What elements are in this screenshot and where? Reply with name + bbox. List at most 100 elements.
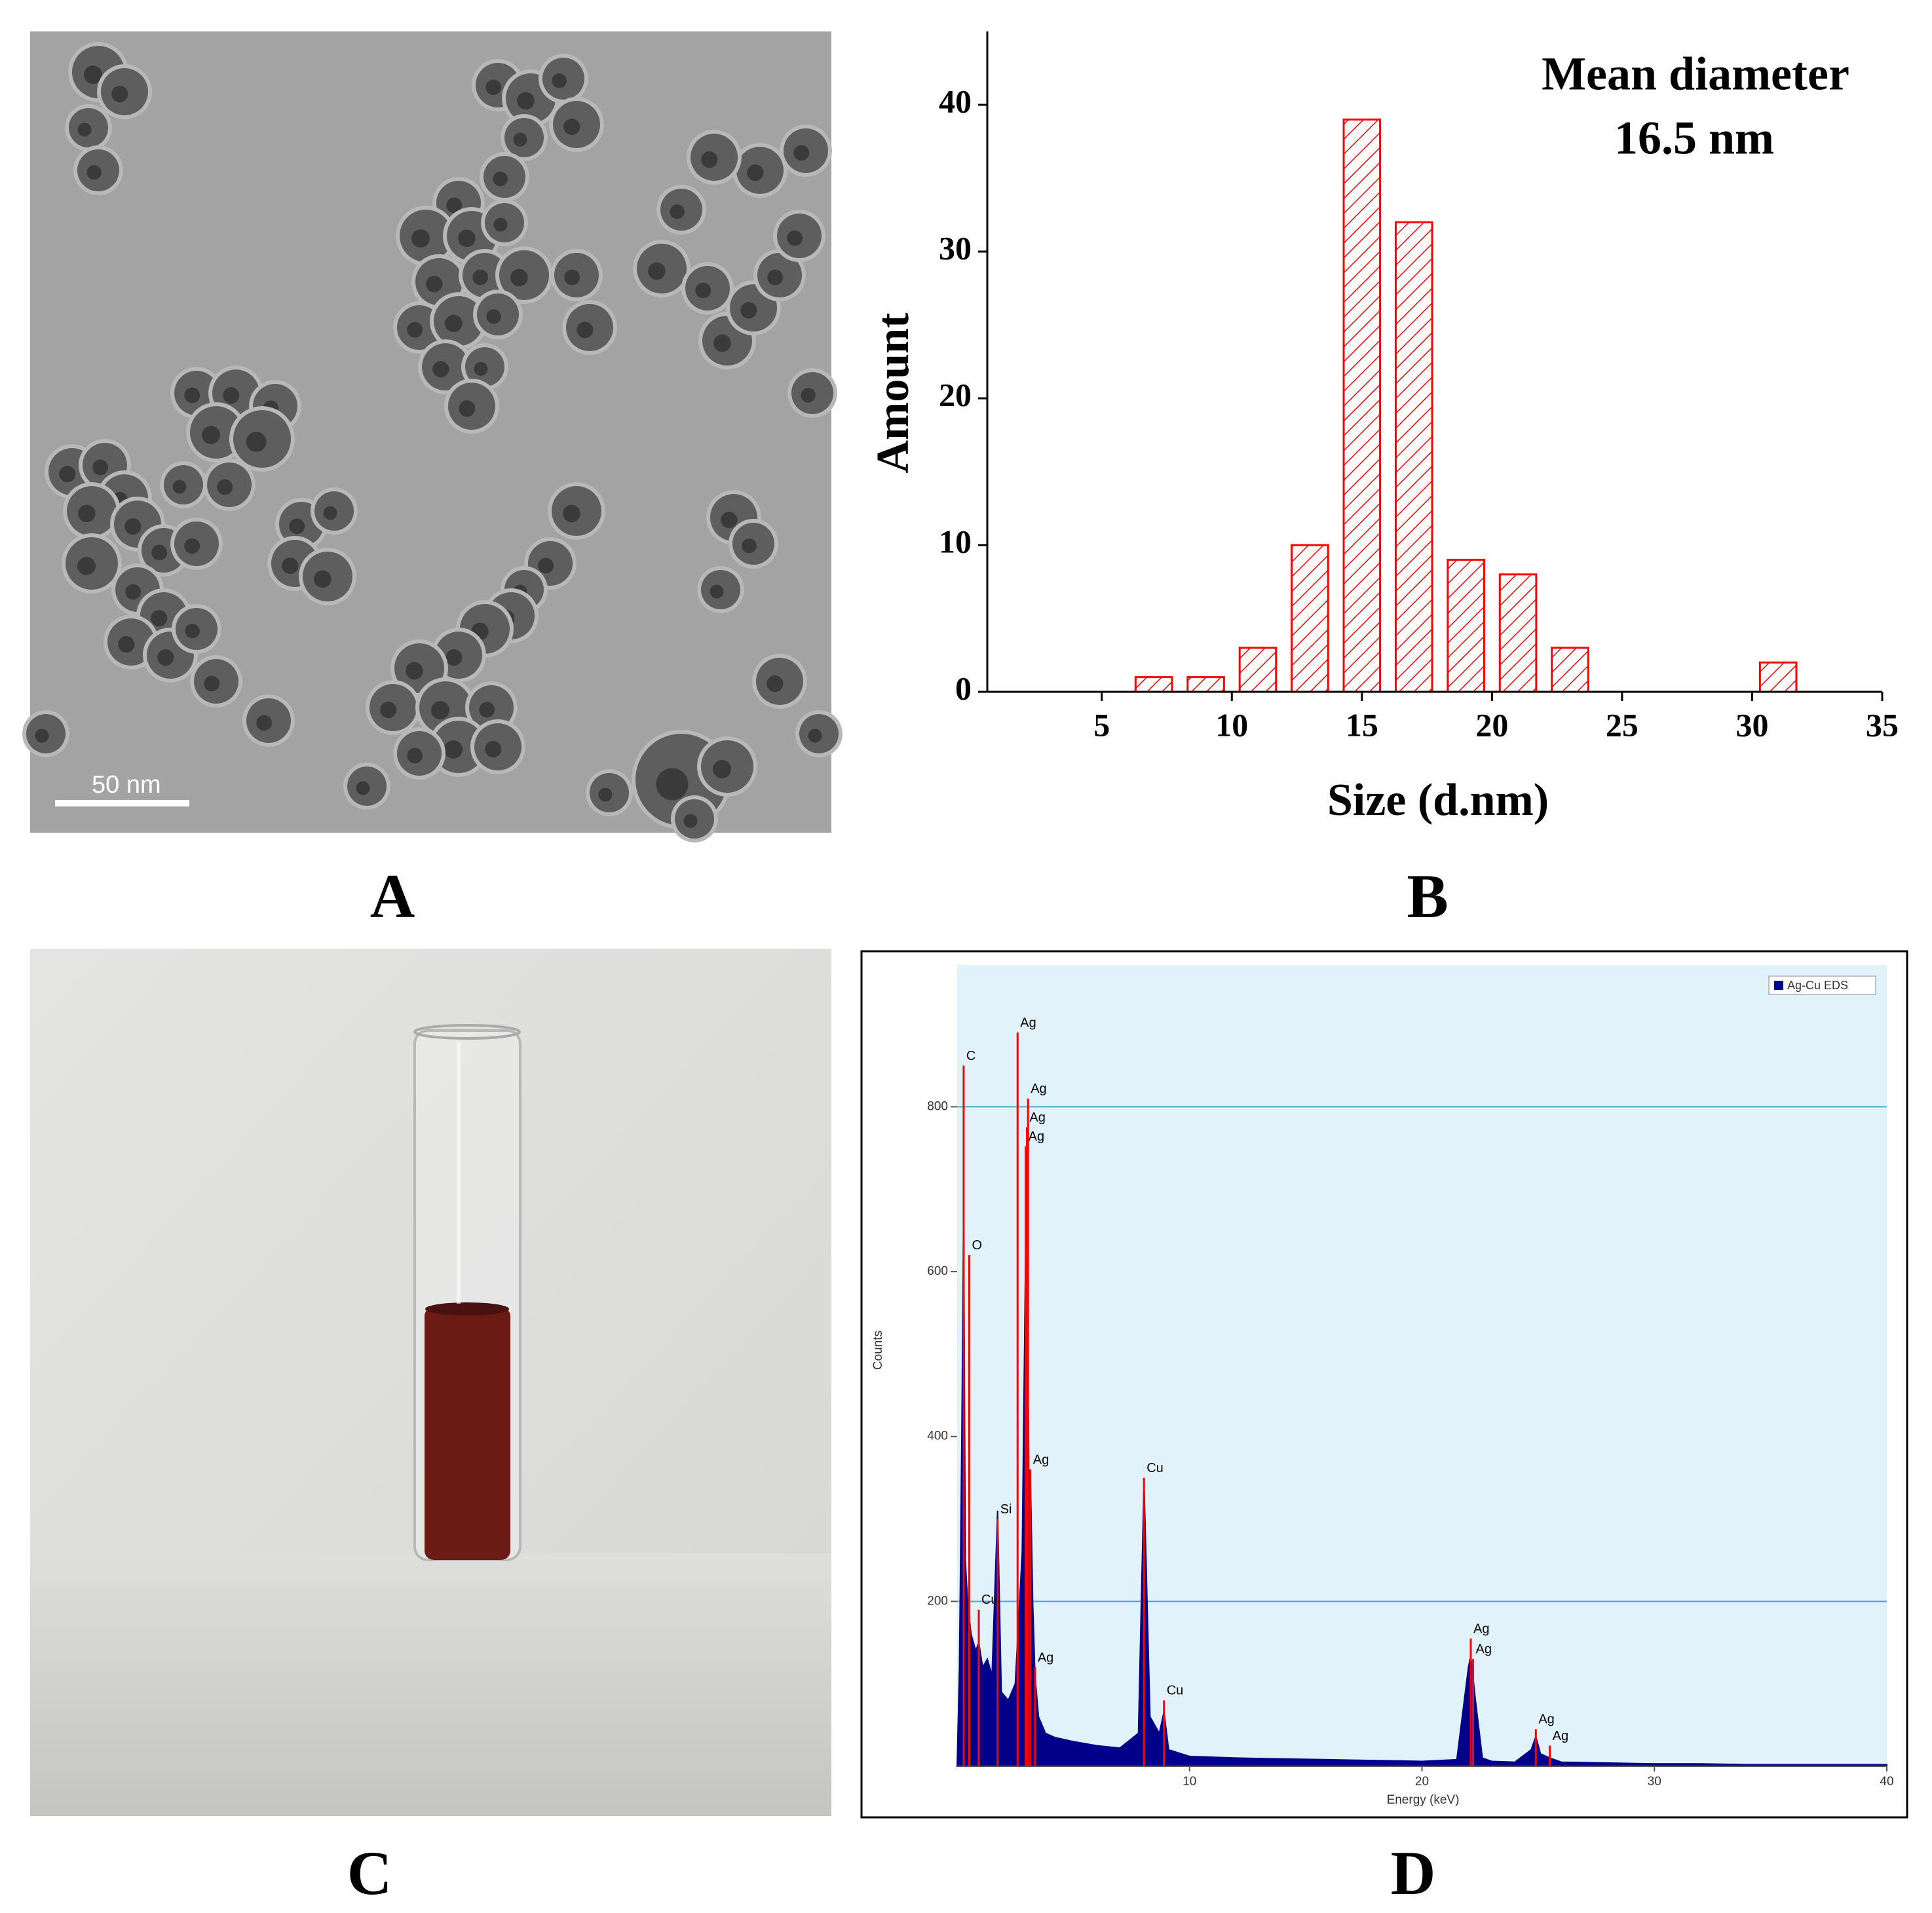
particle-core xyxy=(406,662,423,680)
particle-core xyxy=(432,361,449,378)
y-tick-label: 10 xyxy=(939,523,972,559)
particle-core xyxy=(92,459,109,476)
particle-core xyxy=(493,218,508,232)
particle-core xyxy=(510,269,528,287)
vial-photo xyxy=(30,949,831,1816)
tem-image xyxy=(22,31,843,843)
panel-label: A xyxy=(370,862,415,931)
eds-plot-area xyxy=(957,965,1887,1766)
panel-label: D xyxy=(1391,1838,1436,1908)
particle-core xyxy=(479,702,495,718)
y-tick-label: 40 xyxy=(939,83,972,119)
particle-core xyxy=(458,229,476,248)
peak-label: C xyxy=(966,1049,975,1063)
particle-core xyxy=(742,539,757,554)
particle-core xyxy=(356,781,370,795)
bar xyxy=(1498,573,1538,693)
x-axis-title: Energy (keV) xyxy=(1387,1793,1460,1807)
peak-label: Cu xyxy=(981,1593,998,1607)
particle-core xyxy=(517,92,535,110)
bar xyxy=(1447,558,1485,693)
particle-core xyxy=(77,123,92,137)
particle-core xyxy=(485,79,502,96)
x-tick-label: 20 xyxy=(1415,1775,1429,1789)
particle-core xyxy=(710,584,724,599)
particle-core xyxy=(223,387,240,404)
particle-core xyxy=(552,73,567,88)
y-tick-label: 200 xyxy=(927,1594,948,1608)
particle-core xyxy=(184,538,200,554)
x-tick-label: 40 xyxy=(1880,1775,1893,1789)
legend-label: Ag-Cu EDS xyxy=(1787,979,1848,992)
particle-core xyxy=(118,636,135,653)
particle-core xyxy=(564,269,580,286)
particle-core xyxy=(538,558,554,574)
y-tick-label: 30 xyxy=(939,229,972,266)
particle-core xyxy=(577,322,594,339)
particle-core xyxy=(713,334,731,352)
particle-core xyxy=(202,426,220,444)
particle-core xyxy=(793,145,810,161)
peak-label: Cu xyxy=(1167,1684,1184,1698)
bar xyxy=(1758,661,1798,693)
particle-core xyxy=(787,230,803,246)
peak-label: Si xyxy=(1000,1502,1012,1517)
bar xyxy=(1186,676,1225,693)
peak-label: Ag xyxy=(1029,1129,1044,1144)
particle-core xyxy=(323,506,337,520)
particle-core xyxy=(111,86,128,103)
particle-core xyxy=(446,197,463,214)
bar xyxy=(1551,647,1589,693)
particle-core xyxy=(808,729,822,743)
bar xyxy=(1291,544,1329,693)
peak-label: Ag xyxy=(1038,1650,1053,1665)
particle-core xyxy=(185,624,200,639)
peak-label: Ag xyxy=(1553,1729,1568,1743)
particle-core xyxy=(426,276,443,293)
peak-label: Ag xyxy=(1538,1713,1554,1727)
particle-core xyxy=(493,172,508,187)
particle-core xyxy=(444,740,463,759)
peak-label: Cu xyxy=(1146,1461,1164,1475)
particle-core xyxy=(474,362,488,376)
particle-core xyxy=(151,610,168,627)
peak-label: Ag xyxy=(1033,1452,1049,1467)
particle-core xyxy=(747,164,764,181)
particle-core xyxy=(151,544,168,561)
legend-swatch xyxy=(1774,981,1783,990)
legend-box xyxy=(1768,975,1876,995)
particle-core xyxy=(217,479,233,495)
x-tick-label: 30 xyxy=(1735,706,1768,743)
bar xyxy=(1394,221,1433,693)
x-tick-label: 5 xyxy=(1093,706,1110,743)
particle-core xyxy=(459,400,476,417)
particle-core xyxy=(35,729,49,743)
particle-core xyxy=(289,518,305,535)
particle-core xyxy=(59,466,76,483)
particle-core xyxy=(472,269,489,286)
particle-core xyxy=(695,282,711,299)
annotation: 16.5 nm xyxy=(1614,112,1774,164)
particle-core xyxy=(431,701,449,719)
y-axis-title: Counts xyxy=(871,1331,885,1370)
bar xyxy=(1342,118,1382,693)
y-tick-label: 600 xyxy=(927,1264,948,1278)
x-tick-label: 25 xyxy=(1606,706,1638,743)
particle-core xyxy=(78,504,96,523)
y-tick-label: 20 xyxy=(939,376,972,413)
peak-label: Ag xyxy=(1031,1082,1046,1096)
particle-core xyxy=(157,649,174,666)
particle-core xyxy=(407,748,423,764)
particle-core xyxy=(656,768,689,801)
particle-core xyxy=(513,132,527,147)
x-tick-label: 35 xyxy=(1866,706,1899,743)
peak-label: Ag xyxy=(1473,1621,1489,1636)
particle-core xyxy=(713,760,731,778)
particle-core xyxy=(670,204,685,219)
scale-bar-label: 50 nm xyxy=(92,771,161,799)
particle-core xyxy=(77,557,96,575)
particle-core xyxy=(172,480,187,494)
particle-core xyxy=(411,229,430,248)
particle-core xyxy=(801,388,816,403)
